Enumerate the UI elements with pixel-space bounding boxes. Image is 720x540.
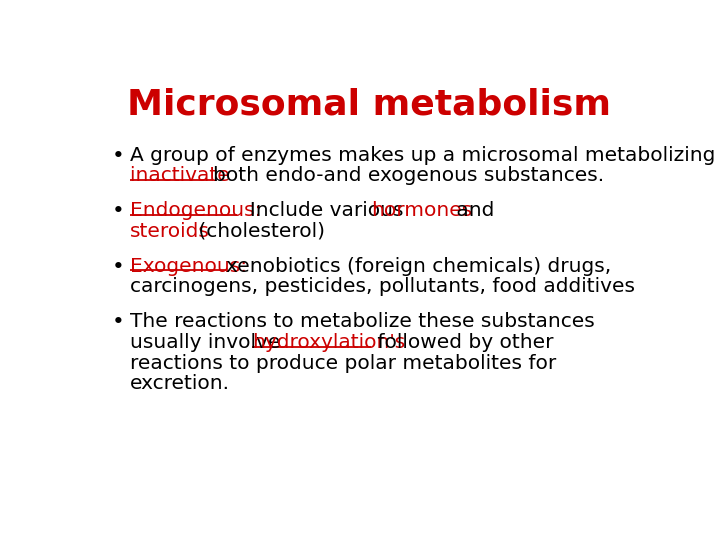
Text: hormones: hormones (371, 201, 472, 220)
Text: Endogenous:: Endogenous: (130, 201, 268, 220)
Text: hydroxylation's: hydroxylation's (252, 333, 405, 352)
Text: both endo-and exogenous substances.: both endo-and exogenous substances. (212, 166, 603, 185)
Text: •: • (112, 146, 125, 166)
Text: •: • (112, 201, 125, 221)
Text: Microsomal metabolism: Microsomal metabolism (127, 88, 611, 122)
Text: A group of enzymes makes up a microsomal metabolizing system, mostly function in: A group of enzymes makes up a microsomal… (130, 146, 720, 165)
Text: •: • (112, 256, 125, 276)
Text: Include various: Include various (237, 201, 410, 220)
Text: Exogenous:: Exogenous: (130, 256, 254, 275)
Text: followed by other: followed by other (371, 333, 553, 352)
Text: The reactions to metabolize these substances: The reactions to metabolize these substa… (130, 312, 595, 331)
Text: steroids: steroids (130, 222, 210, 241)
Text: carcinogens, pesticides, pollutants, food additives: carcinogens, pesticides, pollutants, foo… (130, 278, 635, 296)
Text: xenobiotics (foreign chemicals) drugs,: xenobiotics (foreign chemicals) drugs, (226, 256, 611, 275)
Text: reactions to produce polar metabolites for: reactions to produce polar metabolites f… (130, 354, 557, 373)
Text: and: and (449, 201, 494, 220)
Text: excretion.: excretion. (130, 374, 230, 393)
Text: •: • (112, 312, 125, 332)
Text: inactivate: inactivate (130, 166, 236, 185)
Text: usually involve: usually involve (130, 333, 287, 352)
Text: (cholesterol): (cholesterol) (192, 222, 325, 241)
